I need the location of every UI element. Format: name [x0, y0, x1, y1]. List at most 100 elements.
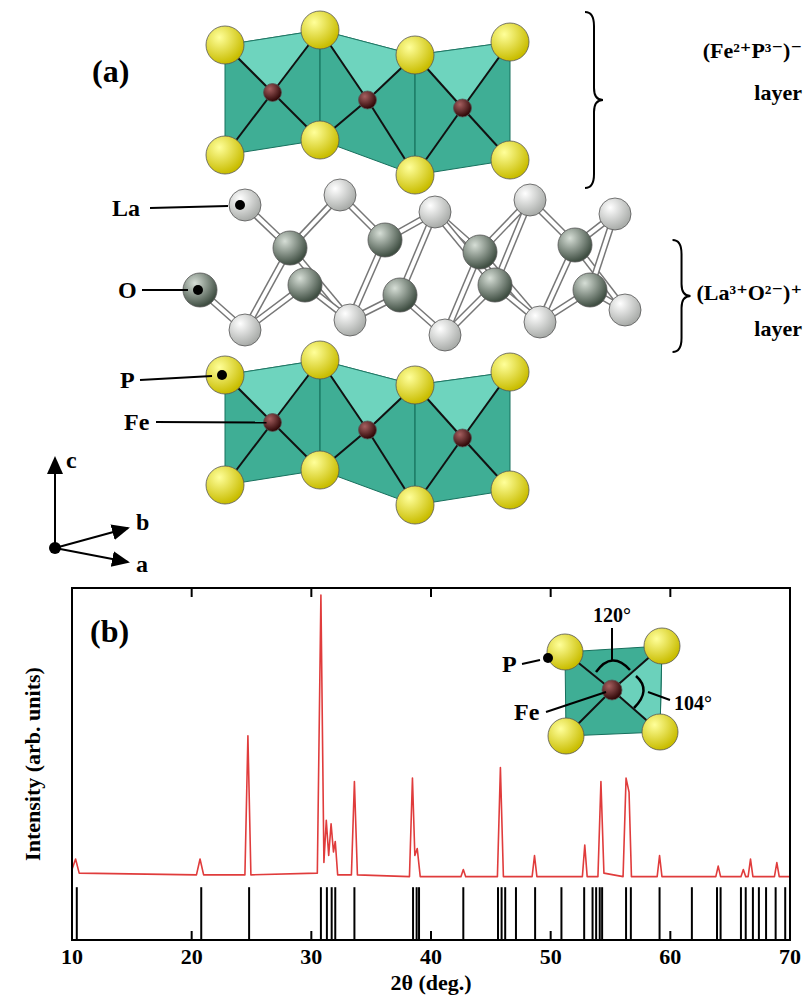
atom-sphere	[573, 273, 607, 307]
x-tick-label: 10	[61, 944, 83, 969]
leader-dot	[235, 200, 245, 210]
reference-peak	[740, 887, 742, 940]
x-tick	[789, 588, 791, 597]
leader-line	[522, 660, 540, 664]
atom-sphere	[288, 268, 322, 302]
atom-sphere	[273, 231, 307, 265]
reference-peak	[320, 887, 322, 940]
lao-layer	[183, 179, 641, 351]
reference-peak	[592, 887, 594, 940]
x-tick-label: 20	[181, 944, 203, 969]
atom-sphere	[324, 179, 356, 211]
reference-peak	[630, 887, 632, 940]
plot-area	[72, 595, 790, 940]
atom-sphere	[419, 196, 451, 228]
reference-peak	[326, 887, 328, 940]
reference-peak	[200, 887, 202, 940]
reference-peak	[752, 887, 754, 940]
atom-sphere	[359, 421, 377, 439]
atom-sphere	[491, 23, 529, 61]
leader-line	[140, 376, 212, 380]
x-tick	[550, 931, 552, 940]
angle-label: 120°	[593, 604, 631, 626]
atom-sphere	[491, 353, 529, 391]
x-tick-label: 60	[659, 944, 681, 969]
reference-peak	[504, 887, 506, 940]
x-tick	[550, 588, 552, 597]
reference-peak	[595, 887, 597, 940]
reference-peak	[758, 887, 760, 940]
structure-panel: (a)LaOPFe(Fe²⁺P³⁻)⁻layer(La³⁺O²⁻)⁺layerc…	[49, 11, 802, 577]
atom-sphere	[206, 136, 244, 174]
atom-sphere	[548, 718, 584, 754]
x-tick	[430, 588, 432, 597]
leader-line	[142, 289, 188, 291]
atom-sphere	[334, 304, 366, 336]
atom-sphere	[368, 223, 402, 257]
reference-peak	[716, 887, 718, 940]
inset: 120°104°PFe	[502, 604, 712, 754]
reference-peak	[775, 887, 777, 940]
xrd-pattern	[72, 595, 790, 877]
reference-peak	[501, 887, 503, 940]
leader-line	[648, 692, 670, 700]
panel-label: (a)	[92, 53, 129, 89]
reference-peak	[659, 887, 661, 940]
layer-label: (La³⁺O²⁻)⁺	[697, 280, 802, 305]
leader-dot	[543, 653, 553, 663]
layer-label: layer	[754, 316, 802, 341]
figure: (a)LaOPFe(Fe²⁺P³⁻)⁻layer(La³⁺O²⁻)⁺layerc…	[0, 0, 811, 1001]
atom-sphere	[206, 466, 244, 504]
reference-peak	[353, 887, 355, 940]
atom-label: La	[112, 195, 140, 221]
reference-peak	[331, 887, 333, 940]
atom-sphere	[429, 319, 461, 351]
x-tick	[430, 931, 432, 940]
reference-peak	[745, 887, 747, 940]
reference-peak	[515, 887, 517, 940]
atom-sphere	[183, 273, 217, 307]
fep-layer	[206, 341, 529, 524]
atom-label: P	[120, 367, 135, 393]
atom-sphere	[383, 278, 417, 312]
reference-peak	[601, 887, 603, 940]
atom-sphere	[396, 36, 434, 74]
axis-origin	[49, 542, 61, 554]
atom-sphere	[602, 680, 622, 700]
reference-peak	[599, 887, 601, 940]
atom-label: Fe	[124, 409, 150, 435]
atom-sphere	[558, 228, 592, 262]
atom-sphere	[491, 471, 529, 509]
reference-peak	[691, 887, 693, 940]
atom-sphere	[454, 429, 472, 447]
reference-peak	[334, 887, 336, 940]
atom-sphere	[229, 189, 261, 221]
atom-sphere	[264, 84, 282, 102]
atom-sphere	[359, 91, 377, 109]
atom-label: Fe	[514, 699, 540, 725]
atom-sphere	[547, 634, 583, 670]
atom-sphere	[609, 294, 641, 326]
atom-sphere	[301, 121, 339, 159]
layer-bracket	[673, 240, 691, 352]
layer-label: layer	[754, 80, 802, 105]
angle-arc	[596, 660, 630, 672]
x-tick-label: 40	[420, 944, 442, 969]
leader-line	[150, 206, 228, 208]
atom-label: P	[502, 651, 517, 677]
atom-sphere	[301, 341, 339, 379]
plot-frame	[72, 588, 790, 940]
axis-name: c	[66, 447, 77, 473]
atom-sphere	[478, 268, 512, 302]
reference-peak	[418, 887, 420, 940]
reference-peak	[625, 887, 627, 940]
x-tick-label: 50	[540, 944, 562, 969]
axis-name: b	[136, 509, 149, 535]
layer-label: (Fe²⁺P³⁻)⁻	[703, 38, 802, 63]
atom-sphere	[396, 366, 434, 404]
atom-sphere	[229, 314, 261, 346]
atom-sphere	[644, 628, 680, 664]
atom-sphere	[206, 26, 244, 64]
atom-sphere	[514, 184, 546, 216]
xrd-panel: 102030405060702θ (deg.)Intensity (arb. u…	[20, 588, 801, 995]
